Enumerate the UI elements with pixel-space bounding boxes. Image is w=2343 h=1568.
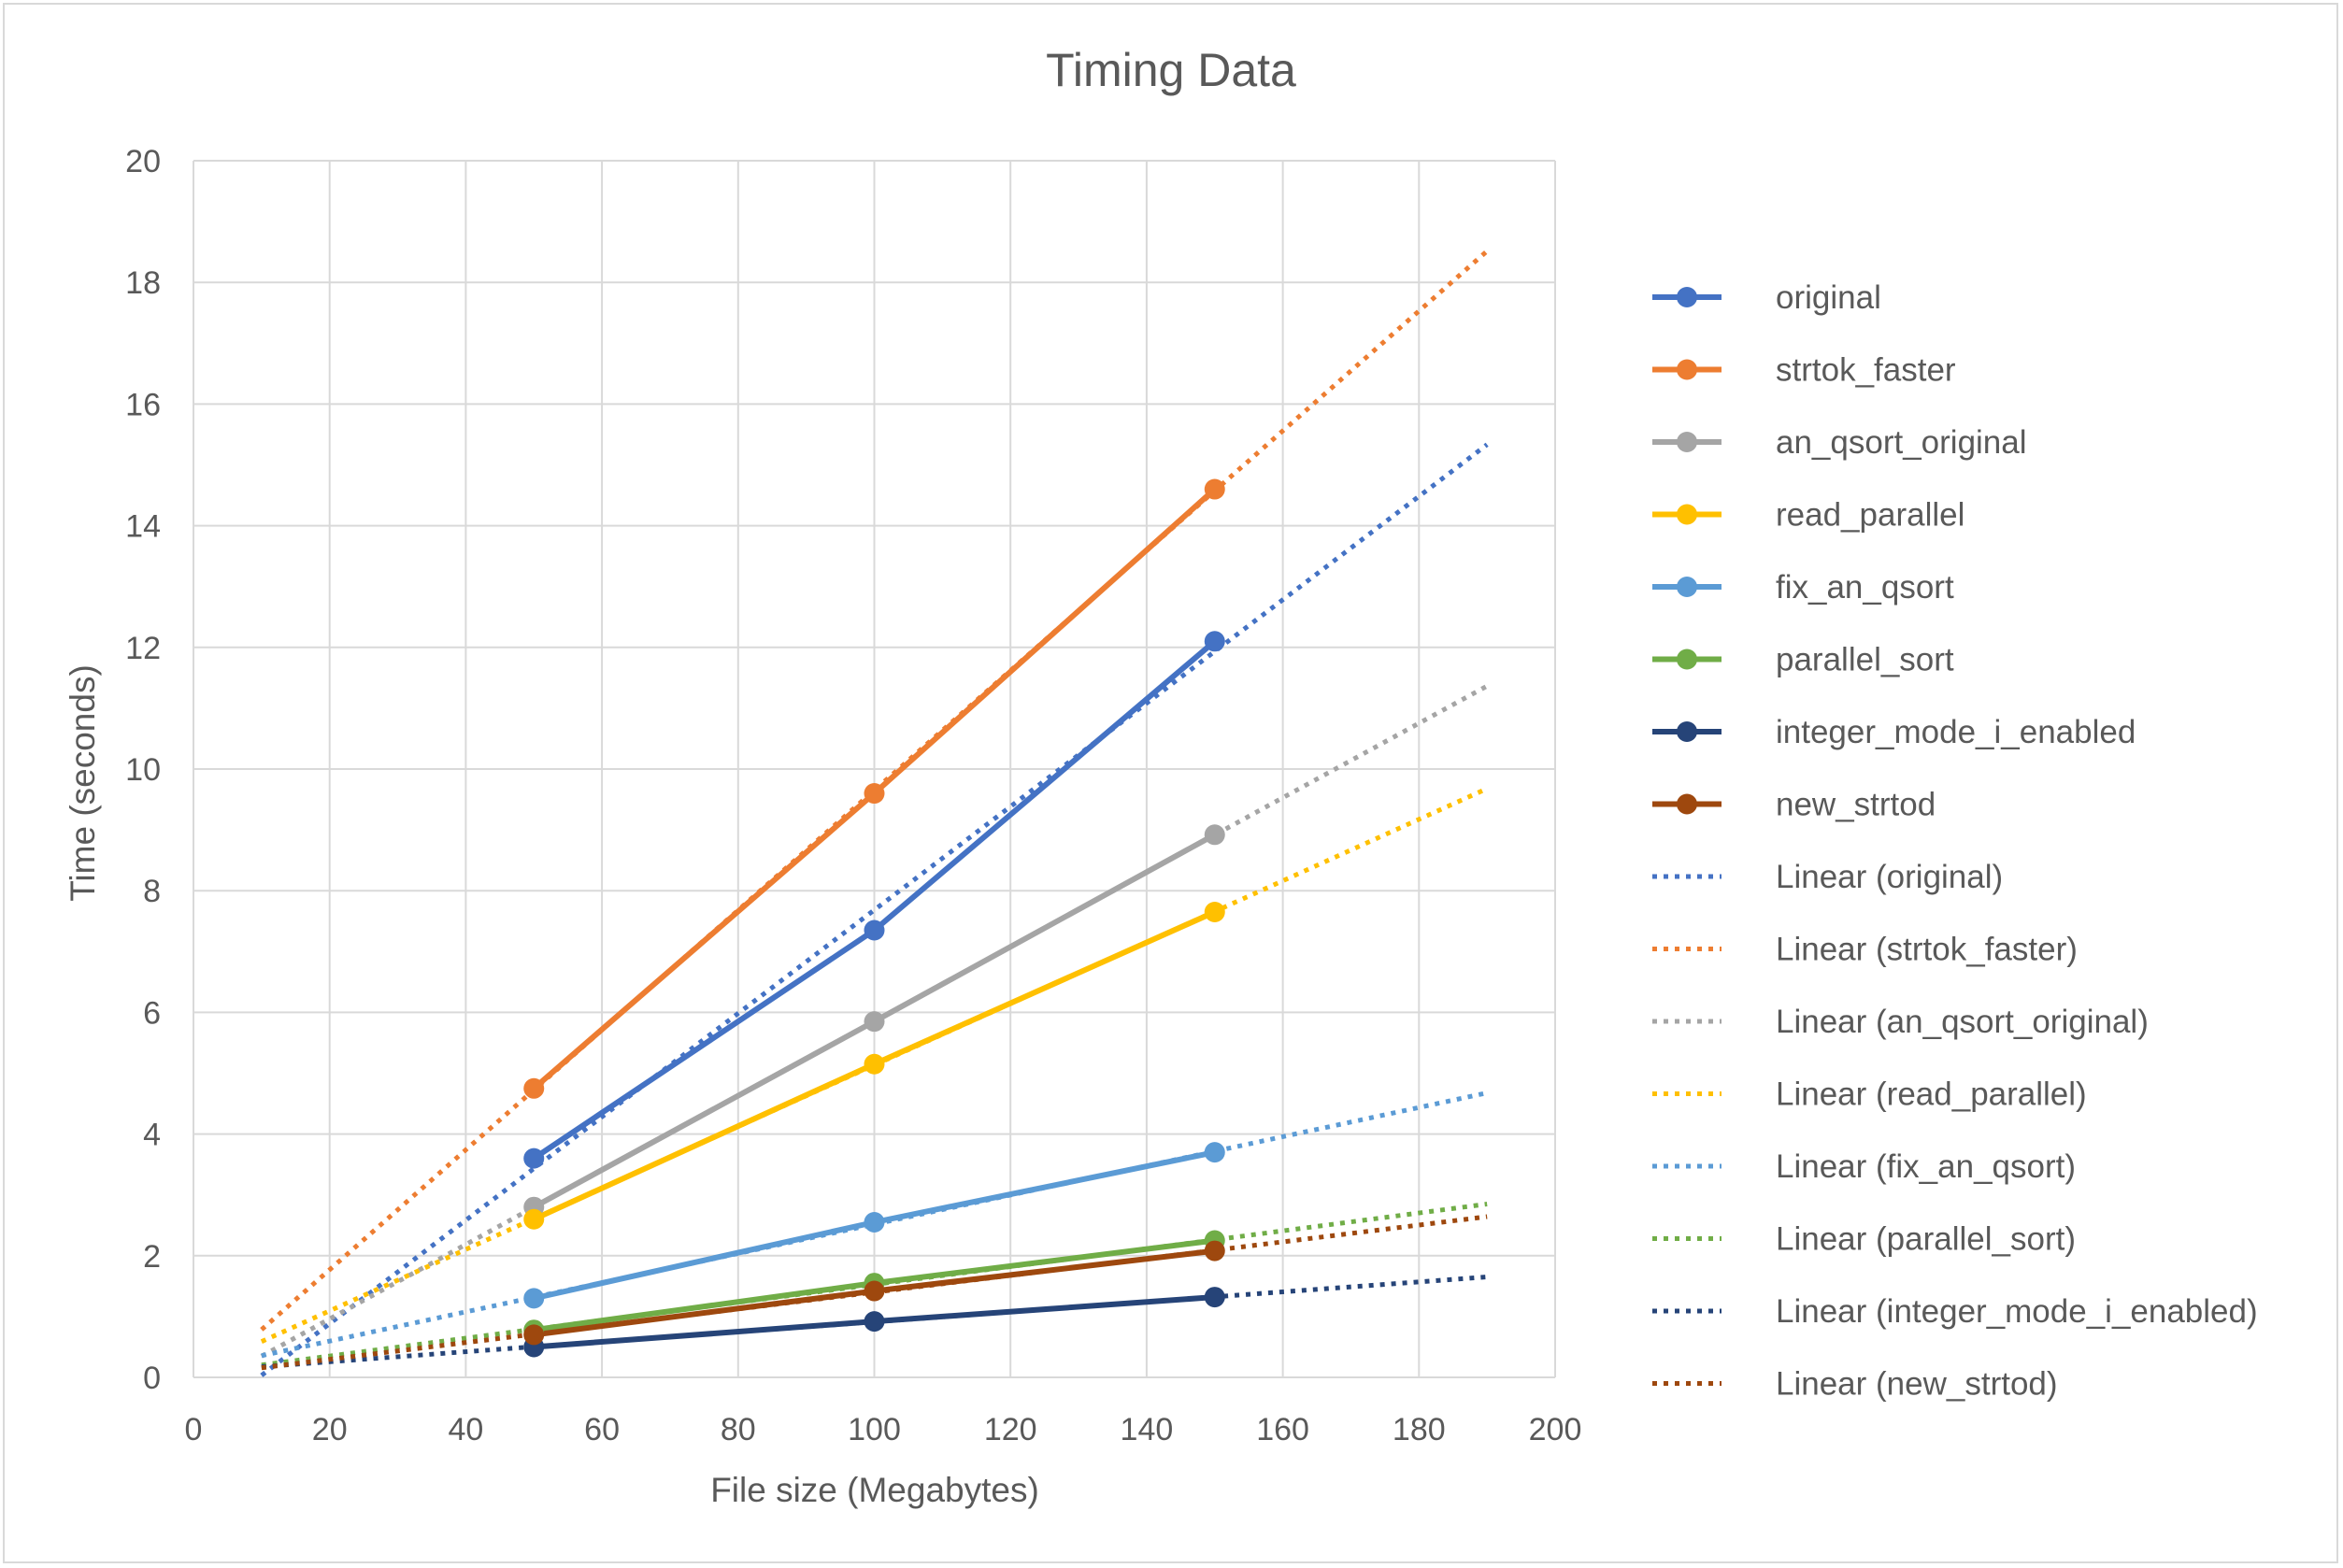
y-tick-label: 0 (143, 1361, 161, 1396)
data-point-original (1204, 631, 1225, 652)
legend-label: parallel_sort (1776, 642, 1954, 678)
legend-marker (1677, 504, 1697, 525)
legend-item[interactable]: Linear (original) (1652, 859, 2003, 895)
series-markers (523, 478, 1225, 1358)
legend-marker (1677, 432, 1697, 452)
data-point-new_strtod (864, 1280, 885, 1302)
legend-label: read_parallel (1776, 497, 1964, 534)
chart-title: Timing Data (1046, 44, 1296, 96)
y-tick-label: 4 (143, 1118, 161, 1153)
legend-label: Linear (original) (1776, 859, 2003, 895)
chart-frame (3, 3, 2338, 1563)
data-point-new_strtod (523, 1324, 545, 1346)
y-tick-label: 8 (143, 874, 161, 909)
data-point-fix_an_qsort (1204, 1142, 1225, 1163)
data-point-an_qsort_original (864, 1011, 885, 1033)
legend-label: an_qsort_original (1776, 424, 2027, 461)
legend-label: Linear (strtok_faster) (1776, 932, 2078, 968)
x-axis-title: File size (Megabytes) (710, 1471, 1039, 1509)
x-tick-label: 160 (1256, 1412, 1309, 1447)
legend-item[interactable]: Linear (new_strtod) (1652, 1366, 2058, 1403)
x-tick-label: 180 (1393, 1412, 1446, 1447)
y-tick-label: 18 (125, 265, 161, 301)
legend-label: Linear (read_parallel) (1776, 1076, 2087, 1113)
legend-marker (1677, 793, 1697, 815)
y-axis-ticks: 0 2 4 6 8 10 12 14 16 18 20 (125, 144, 161, 1396)
data-point-an_qsort_original (1204, 824, 1225, 846)
trendline-original (260, 442, 1489, 1377)
legend-item[interactable]: integer_mode_i_enabled (1652, 714, 2136, 750)
data-point-read_parallel (523, 1208, 545, 1230)
legend-item[interactable]: Linear (fix_an_qsort) (1652, 1148, 2076, 1185)
legend-item[interactable]: an_qsort_original (1652, 424, 2027, 461)
legend-item[interactable]: fix_an_qsort (1652, 569, 1954, 606)
y-tick-label: 14 (125, 509, 161, 545)
legend-label: Linear (fix_an_qsort) (1776, 1148, 2076, 1185)
trendline-integer_mode_i_enabled (261, 1275, 1488, 1370)
legend-label: Linear (an_qsort_original) (1776, 1004, 2149, 1040)
legend-item[interactable]: Linear (an_qsort_original) (1652, 1004, 2149, 1040)
data-point-strtok_faster (523, 1077, 545, 1099)
legend-item[interactable]: read_parallel (1652, 497, 1964, 534)
x-tick-label: 100 (848, 1412, 901, 1447)
legend-label: fix_an_qsort (1776, 569, 1954, 606)
x-tick-label: 80 (721, 1412, 756, 1447)
x-tick-label: 20 (312, 1412, 348, 1447)
data-point-original (864, 919, 885, 941)
x-tick-label: 200 (1529, 1412, 1582, 1447)
y-tick-label: 6 (143, 995, 161, 1031)
y-tick-label: 10 (125, 752, 161, 788)
x-tick-label: 60 (584, 1412, 620, 1447)
x-axis-ticks: 0 20 40 60 80 100 120 140 160 180 200 (185, 1412, 1582, 1447)
trendline-fix_an_qsort (261, 1090, 1488, 1359)
legend-label: Linear (new_strtod) (1776, 1366, 2058, 1403)
y-tick-label: 20 (125, 144, 161, 179)
data-point-read_parallel (864, 1053, 885, 1075)
legend-label: strtok_faster (1776, 352, 1956, 389)
data-point-original (523, 1147, 545, 1169)
legend-marker (1677, 577, 1697, 597)
legend-marker (1677, 287, 1697, 307)
legend-label: original (1776, 279, 1881, 316)
legend-label: integer_mode_i_enabled (1776, 714, 2136, 750)
gridlines (193, 160, 1556, 1378)
legend-item[interactable]: new_strtod (1652, 787, 1936, 823)
legend-item[interactable]: strtok_faster (1652, 352, 1956, 389)
legend-marker (1677, 649, 1697, 670)
legend-marker (1677, 721, 1697, 742)
data-point-new_strtod (1204, 1240, 1225, 1262)
data-point-integer_mode_i_enabled (864, 1311, 885, 1333)
data-point-read_parallel (1204, 901, 1225, 922)
x-tick-label: 0 (185, 1412, 203, 1447)
data-point-integer_mode_i_enabled (1204, 1287, 1225, 1308)
data-point-strtok_faster (1204, 478, 1225, 500)
legend-item[interactable]: Linear (parallel_sort) (1652, 1221, 2076, 1258)
legend-label: new_strtod (1776, 787, 1936, 823)
data-point-fix_an_qsort (523, 1288, 545, 1309)
legend-item[interactable]: Linear (strtok_faster) (1652, 932, 2078, 968)
y-axis-title: Time (seconds) (64, 664, 102, 902)
y-tick-label: 16 (125, 387, 161, 422)
data-point-fix_an_qsort (864, 1211, 885, 1233)
legend-item[interactable]: original (1652, 279, 1881, 316)
legend-marker (1677, 359, 1697, 380)
x-tick-label: 140 (1121, 1412, 1174, 1447)
legend[interactable]: original strtok_faster an_qsort_originalre… (1652, 279, 2258, 1403)
legend-label: Linear (integer_mode_i_enabled) (1776, 1293, 2258, 1330)
legend-item[interactable]: Linear (read_parallel) (1652, 1076, 2087, 1113)
trendline-strtok_faster (260, 249, 1489, 1332)
y-tick-label: 2 (143, 1239, 161, 1275)
x-tick-label: 40 (448, 1412, 483, 1447)
legend-label: Linear (parallel_sort) (1776, 1221, 2076, 1258)
legend-item[interactable]: parallel_sort (1652, 642, 1954, 678)
data-point-strtok_faster (864, 783, 885, 805)
y-tick-label: 12 (125, 631, 161, 666)
x-tick-label: 120 (984, 1412, 1037, 1447)
legend-item[interactable]: Linear (integer_mode_i_enabled) (1652, 1293, 2258, 1330)
